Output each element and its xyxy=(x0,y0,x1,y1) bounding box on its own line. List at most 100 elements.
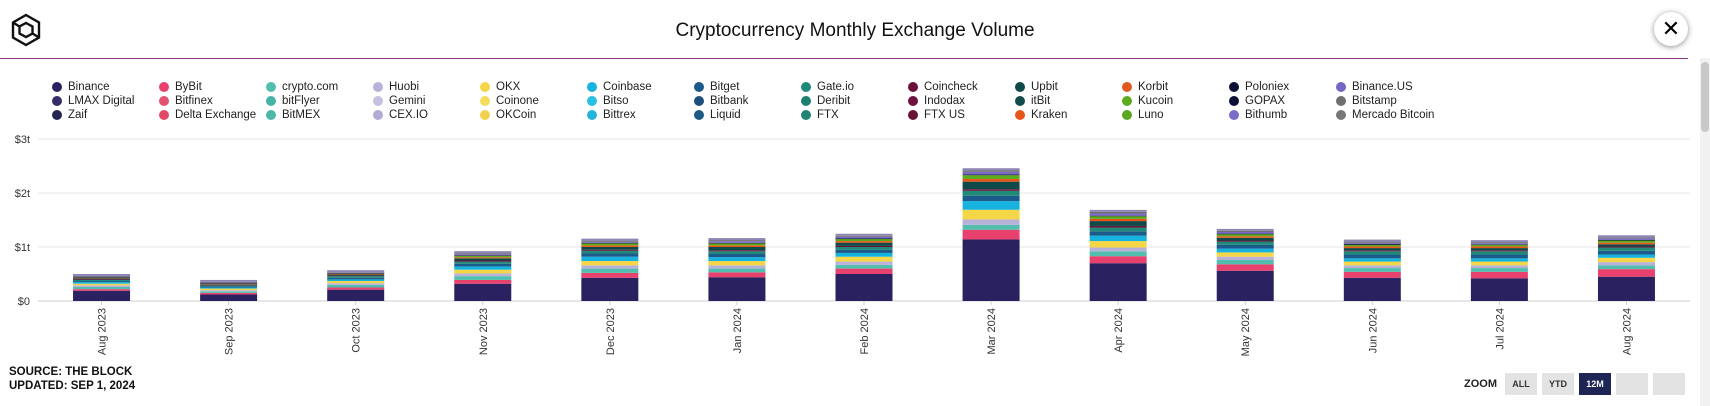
bar-segment xyxy=(1597,244,1655,247)
bar-segment xyxy=(1343,268,1401,272)
legend-item[interactable]: Coinone xyxy=(480,94,587,108)
legend-item[interactable]: Huobi xyxy=(373,80,480,94)
bar-segment xyxy=(1470,250,1528,252)
x-tick-label: Jun 2024 xyxy=(1367,308,1379,353)
bar-segment xyxy=(1470,244,1528,247)
zoom-12m-button[interactable]: 12M xyxy=(1579,373,1611,395)
legend-item[interactable]: Gate.io xyxy=(801,80,908,94)
legend-label: bitFlyer xyxy=(282,95,320,107)
bar-segment xyxy=(708,241,766,243)
bar-segment xyxy=(835,238,893,242)
legend-label: Bitfinex xyxy=(175,95,213,107)
legend-item[interactable]: Kraken xyxy=(1015,108,1122,122)
bar-segment xyxy=(962,219,1020,225)
legend-item[interactable]: FTX xyxy=(801,108,908,122)
bar-segment xyxy=(962,229,1020,240)
legend-label: Binance xyxy=(68,81,110,93)
legend-item[interactable]: ByBit xyxy=(159,80,266,94)
legend-item[interactable]: Luno xyxy=(1122,108,1229,122)
legend-item[interactable]: Binance.US xyxy=(1336,80,1443,94)
zoom-extra-button-1[interactable] xyxy=(1616,373,1648,395)
legend-item[interactable]: Indodax xyxy=(908,94,1015,108)
bar-segment xyxy=(200,292,258,295)
bar-segment xyxy=(73,279,131,282)
bar-segment xyxy=(1089,247,1147,252)
bar-segment xyxy=(327,274,385,276)
legend-item[interactable]: Binance xyxy=(52,80,159,94)
legend-item[interactable]: OKCoin xyxy=(480,108,587,122)
legend-item[interactable]: Kucoin xyxy=(1122,94,1229,108)
bar-segment xyxy=(1597,257,1655,263)
legend-item[interactable]: Upbit xyxy=(1015,80,1122,94)
legend-swatch-icon xyxy=(1229,110,1239,120)
bar-cap xyxy=(581,238,639,241)
legend-item[interactable]: CEX.IO xyxy=(373,108,480,122)
bar-segment xyxy=(1343,248,1401,251)
legend-item[interactable]: bitFlyer xyxy=(266,94,373,108)
title-divider xyxy=(0,58,1688,59)
zoom-all-button[interactable]: ALL xyxy=(1505,373,1537,395)
legend-item[interactable]: Bitget xyxy=(694,80,801,94)
bar-segment xyxy=(708,268,766,273)
legend-swatch-icon xyxy=(1336,110,1346,120)
zoom-ytd-button[interactable]: YTD xyxy=(1542,373,1574,395)
bar-segment xyxy=(1089,211,1147,214)
legend-label: Bittrex xyxy=(603,109,636,121)
bar-segment xyxy=(73,289,131,291)
bar-segment xyxy=(200,286,258,288)
legend-swatch-icon xyxy=(373,96,383,106)
legend-label: Bitbank xyxy=(710,95,749,107)
bar-segment xyxy=(962,170,1020,172)
legend-swatch-icon xyxy=(266,82,276,92)
legend-item[interactable]: Bitso xyxy=(587,94,694,108)
legend-item[interactable]: LMAX Digital xyxy=(52,94,159,108)
legend-item[interactable]: Bitbank xyxy=(694,94,801,108)
legend-item[interactable]: Delta Exchange xyxy=(159,108,266,122)
bar-segment xyxy=(327,277,385,280)
bar-segment xyxy=(835,252,893,257)
legend-label: ByBit xyxy=(175,81,202,93)
legend-item[interactable]: Bithumb xyxy=(1229,108,1336,122)
legend-item[interactable]: Bitstamp xyxy=(1336,94,1443,108)
legend-item[interactable]: GOPAX xyxy=(1229,94,1336,108)
legend-item[interactable]: Zaif xyxy=(52,108,159,122)
bar-segment xyxy=(835,274,893,301)
legend-label: GOPAX xyxy=(1245,95,1286,107)
bar-segment xyxy=(708,272,766,278)
legend-label: Delta Exchange xyxy=(175,109,257,121)
bar-segment xyxy=(200,283,258,285)
legend-item[interactable]: Poloniex xyxy=(1229,80,1336,94)
legend-item[interactable]: Bittrex xyxy=(587,108,694,122)
legend-item[interactable]: itBit xyxy=(1015,94,1122,108)
legend-item[interactable]: Bitfinex xyxy=(159,94,266,108)
legend-item[interactable]: Korbit xyxy=(1122,80,1229,94)
bar-segment xyxy=(1470,242,1528,244)
close-button[interactable]: ✕ xyxy=(1654,12,1688,46)
legend-item[interactable]: Deribit xyxy=(801,94,908,108)
legend-item[interactable]: Gemini xyxy=(373,94,480,108)
bar-segment xyxy=(1216,270,1274,301)
bar-segment xyxy=(1597,250,1655,255)
bar-segment xyxy=(835,261,893,265)
bar-segment xyxy=(73,279,131,280)
bar-segment xyxy=(835,242,893,246)
legend-item[interactable]: Mercado Bitcoin xyxy=(1336,108,1443,122)
legend-item[interactable]: OKX xyxy=(480,80,587,94)
legend-item[interactable]: FTX US xyxy=(908,108,1015,122)
bar-segment xyxy=(1216,233,1274,235)
legend-swatch-icon xyxy=(159,96,169,106)
legend-item[interactable]: Liquid xyxy=(694,108,801,122)
legend-item[interactable]: BitMEX xyxy=(266,108,373,122)
source-line: SOURCE: THE BLOCK xyxy=(9,366,133,378)
legend-item[interactable]: crypto.com xyxy=(266,80,373,94)
scrollbar[interactable] xyxy=(1700,58,1710,406)
legend-item[interactable]: Coincheck xyxy=(908,80,1015,94)
legend-item[interactable]: Coinbase xyxy=(587,80,694,94)
legend-swatch-icon xyxy=(587,110,597,120)
scrollbar-thumb[interactable] xyxy=(1701,62,1709,132)
legend-label: Liquid xyxy=(710,109,741,121)
zoom-extra-button-2[interactable] xyxy=(1653,373,1685,395)
bar-segment xyxy=(1216,240,1274,242)
bar-segment xyxy=(708,265,766,269)
bar-segment xyxy=(327,279,385,282)
